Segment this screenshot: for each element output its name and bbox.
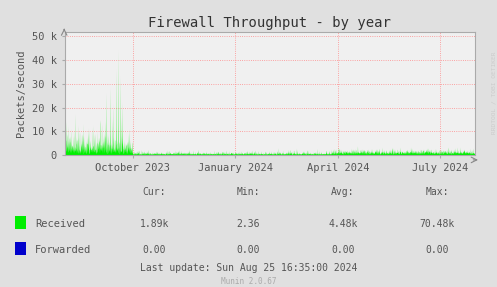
Text: Min:: Min: [237, 187, 260, 197]
Text: 0.00: 0.00 [142, 245, 166, 255]
Text: 4.48k: 4.48k [328, 219, 358, 229]
Text: 0.00: 0.00 [331, 245, 355, 255]
Text: RRDTOOL / TOBI OETIKER: RRDTOOL / TOBI OETIKER [491, 52, 496, 134]
Text: Max:: Max: [425, 187, 449, 197]
Text: Forwarded: Forwarded [35, 245, 91, 255]
Text: 0.00: 0.00 [237, 245, 260, 255]
Text: Avg:: Avg: [331, 187, 355, 197]
Text: Last update: Sun Aug 25 16:35:00 2024: Last update: Sun Aug 25 16:35:00 2024 [140, 263, 357, 273]
Title: Firewall Throughput - by year: Firewall Throughput - by year [148, 16, 391, 30]
Text: Cur:: Cur: [142, 187, 166, 197]
Text: 2.36: 2.36 [237, 219, 260, 229]
Text: Munin 2.0.67: Munin 2.0.67 [221, 277, 276, 286]
Text: 0.00: 0.00 [425, 245, 449, 255]
Text: 70.48k: 70.48k [420, 219, 455, 229]
Y-axis label: Packets/second: Packets/second [16, 50, 26, 137]
Text: Received: Received [35, 219, 85, 229]
Text: 1.89k: 1.89k [139, 219, 169, 229]
